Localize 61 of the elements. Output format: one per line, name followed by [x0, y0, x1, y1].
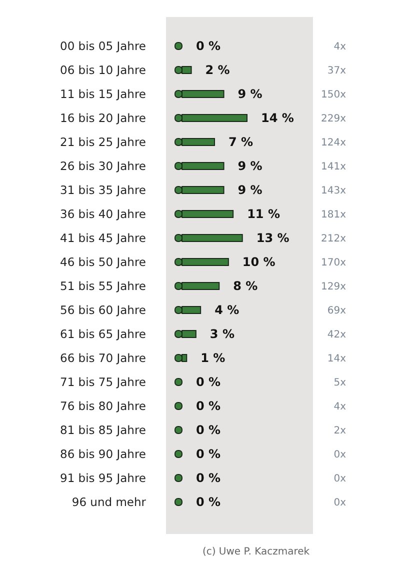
data-label: 1 % [200, 351, 226, 366]
text: (c) Uwe P. Kaczmarek [202, 546, 310, 558]
text: 129x [320, 282, 346, 292]
data-label: 9 % [238, 183, 262, 198]
data-label: 7 % [228, 135, 254, 150]
text: 14x [327, 354, 346, 364]
data-label: 3 % [210, 327, 234, 342]
data-label: 0 % [196, 39, 221, 54]
text: 143x [320, 186, 346, 196]
text: 69x [327, 306, 346, 316]
text: 0x [334, 498, 346, 508]
text: 150x [320, 90, 346, 100]
y-tick-label: 96 und mehr [72, 495, 146, 510]
text: 4x [334, 42, 346, 52]
y-tick-label: 31 bis 35 Jahre [60, 183, 146, 198]
data-label: 10 % [242, 255, 276, 270]
data-label: 14 % [261, 111, 294, 126]
y-tick-label: 46 bis 50 Jahre [60, 255, 146, 270]
y-tick-label: 66 bis 70 Jahre [60, 351, 146, 366]
y-tick-label: 51 bis 55 Jahre [60, 279, 146, 294]
y-tick-label: 11 bis 15 Jahre [60, 87, 146, 102]
data-label: 0 % [196, 375, 221, 390]
data-label: 0 % [196, 495, 221, 510]
text: 124x [320, 138, 346, 148]
text: 170x [320, 258, 346, 268]
data-label: 13 % [256, 231, 290, 246]
data-label: 9 % [238, 87, 262, 102]
y-tick-label: 91 bis 95 Jahre [60, 471, 146, 486]
data-label: 0 % [196, 399, 221, 414]
data-label: 4 % [214, 303, 240, 318]
text: 229x [320, 114, 346, 124]
y-tick-label: 71 bis 75 Jahre [60, 375, 146, 390]
y-tick-label: 61 bis 65 Jahre [60, 327, 146, 342]
y-tick-label: 21 bis 25 Jahre [60, 135, 146, 150]
data-label: 11 % [247, 207, 280, 222]
text: 181x [320, 210, 346, 220]
data-label: 8 % [233, 279, 258, 294]
y-tick-label: 06 bis 10 Jahre [60, 63, 146, 78]
text: 0x [334, 450, 346, 460]
text: 42x [327, 330, 346, 340]
data-label: 0 % [196, 447, 221, 462]
y-tick-label: 41 bis 45 Jahre [60, 231, 146, 246]
y-tick-label: 56 bis 60 Jahre [60, 303, 146, 318]
data-label: 0 % [196, 423, 221, 438]
data-label: 9 % [238, 159, 262, 174]
text: 2x [334, 426, 346, 436]
y-tick-label: 81 bis 85 Jahre [60, 423, 146, 438]
y-tick-label: 36 bis 40 Jahre [60, 207, 146, 222]
text: 141x [320, 162, 346, 172]
y-tick-label: 86 bis 90 Jahre [60, 447, 146, 462]
text: 0x [334, 474, 346, 484]
y-tick-label: 16 bis 20 Jahre [60, 111, 146, 126]
text: 5x [334, 378, 346, 388]
y-tick-label: 26 bis 30 Jahre [60, 159, 146, 174]
text: 212x [320, 234, 346, 244]
y-tick-label: 76 bis 80 Jahre [60, 399, 146, 414]
text: 37x [327, 66, 346, 76]
data-label: 2 % [205, 63, 230, 78]
data-label: 0 % [196, 471, 221, 486]
y-tick-label: 00 bis 05 Jahre [60, 39, 146, 54]
text: 4x [334, 402, 346, 412]
